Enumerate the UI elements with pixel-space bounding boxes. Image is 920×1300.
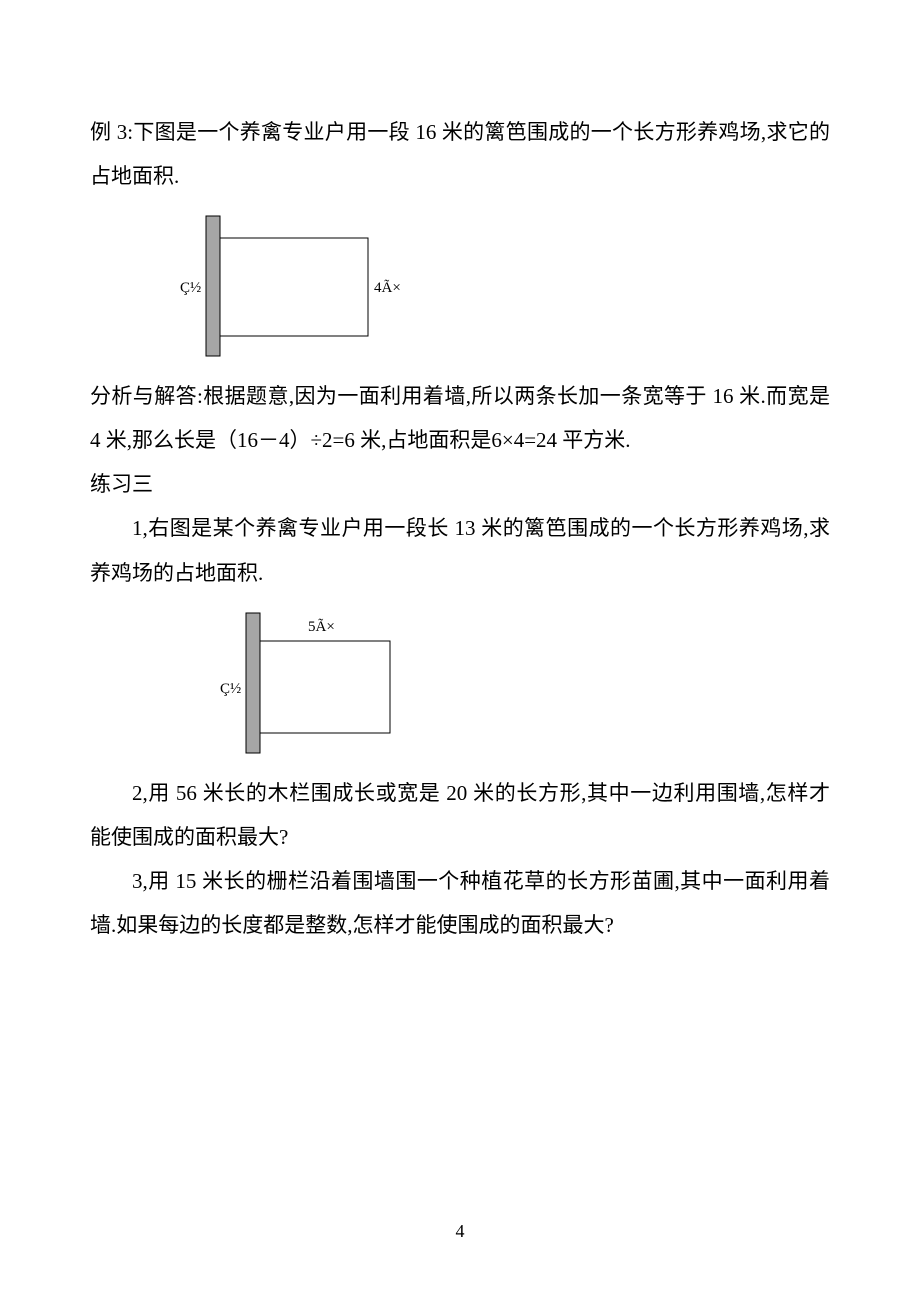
practice-title: 练习三 xyxy=(90,462,830,506)
question-1-text: 1,右图是某个养禽专业户用一段长 13 米的篱笆围成的一个长方形养鸡场,求养鸡场… xyxy=(90,506,830,594)
question-3-text: 3,用 15 米长的栅栏沿着围墙围一个种植花草的长方形苗圃,其中一面利用着墙.如… xyxy=(90,859,830,947)
svg-text:5Ã×: 5Ã× xyxy=(308,619,335,635)
page-number: 4 xyxy=(0,1221,920,1242)
example-3-text: 例 3:下图是一个养禽专业户用一段 16 米的篱笆围成的一个长方形养鸡场,求它的… xyxy=(90,110,830,198)
svg-text:Ç½: Ç½ xyxy=(220,681,241,697)
diagram-2: Ç½ 5Ã× xyxy=(200,607,830,757)
diagram-1: Ç½ 4Ã× xyxy=(160,210,830,360)
diagram-1-svg: Ç½ 4Ã× xyxy=(160,210,430,360)
analysis-text: 分析与解答:根据题意,因为一面利用着墙,所以两条长加一条宽等于 16 米.而宽是… xyxy=(90,374,830,462)
svg-text:Ç½: Ç½ xyxy=(180,280,201,296)
question-2-text: 2,用 56 米长的木栏围成长或宽是 20 米的长方形,其中一边利用围墙,怎样才… xyxy=(90,771,830,859)
diagram-2-svg: Ç½ 5Ã× xyxy=(200,607,440,757)
svg-text:4Ã×: 4Ã× xyxy=(374,280,401,296)
